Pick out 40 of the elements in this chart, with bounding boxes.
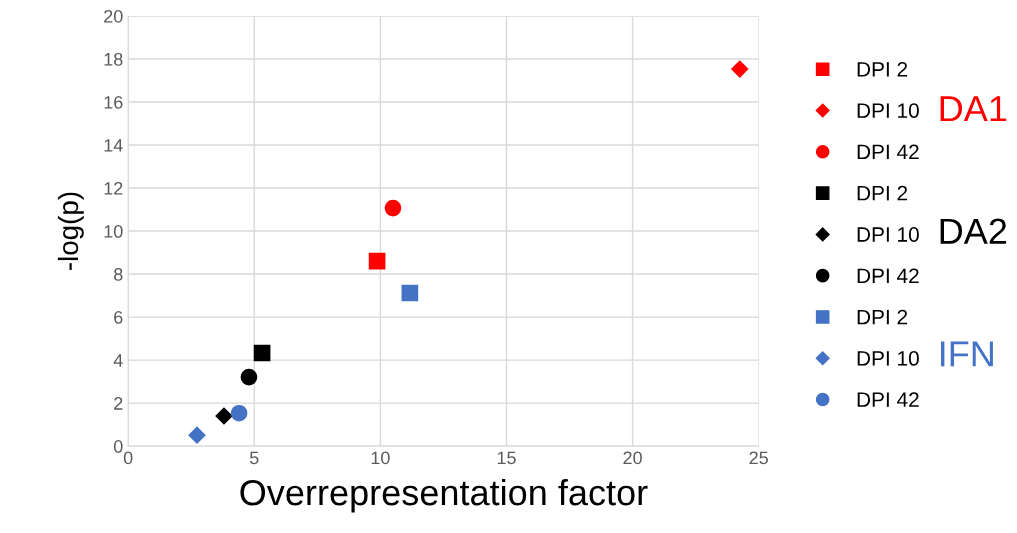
legend-label: DPI 42 [857, 144, 919, 160]
legend-label: DPI 2 [857, 61, 908, 77]
text: DA2 [940, 218, 1007, 244]
y-tick-label: 8 [114, 268, 123, 281]
legend-label: DPI 42 [857, 392, 919, 407]
x-tick-label: 5 [249, 451, 259, 465]
legend-label: DPI 42 [857, 268, 919, 283]
legend-label: DPI 2 [857, 309, 908, 325]
y-tick-label: 4 [113, 354, 123, 367]
y-axis-title: -log(p) [57, 192, 84, 270]
point [368, 252, 386, 270]
text: DA1 [940, 96, 1007, 122]
x-tick-label: 20 [623, 451, 642, 465]
legend-label: DPI 10 [857, 227, 919, 242]
point [401, 284, 419, 302]
point [384, 199, 402, 217]
x-tick-label: 10 [371, 451, 390, 465]
point [731, 60, 749, 78]
point [215, 407, 233, 425]
text: IFN [941, 341, 993, 367]
legend-label: DPI 10 [857, 351, 919, 366]
y-tick-label: 6 [114, 311, 123, 324]
point [230, 404, 248, 422]
x-tick-label: 15 [497, 451, 516, 465]
y-tick-label: 0 [113, 440, 123, 453]
point [188, 426, 206, 444]
y-tick-label: 20 [104, 9, 123, 23]
y-tick-label: 14 [104, 139, 123, 152]
x-tick-label: 25 [749, 451, 768, 465]
y-tick-label: 16 [104, 95, 123, 109]
legend-label: DPI 2 [857, 185, 908, 201]
y-tick-label: 10 [104, 224, 123, 238]
x-tick-label: 0 [123, 451, 133, 465]
y-tick-label: 18 [104, 52, 123, 66]
point [240, 368, 258, 386]
x-axis-title: Overrepresentation factor [240, 478, 648, 513]
y-tick-label: 12 [104, 181, 123, 195]
y-tick-label: 2 [114, 397, 123, 410]
legend-label: DPI 10 [857, 103, 919, 118]
point [253, 344, 271, 362]
